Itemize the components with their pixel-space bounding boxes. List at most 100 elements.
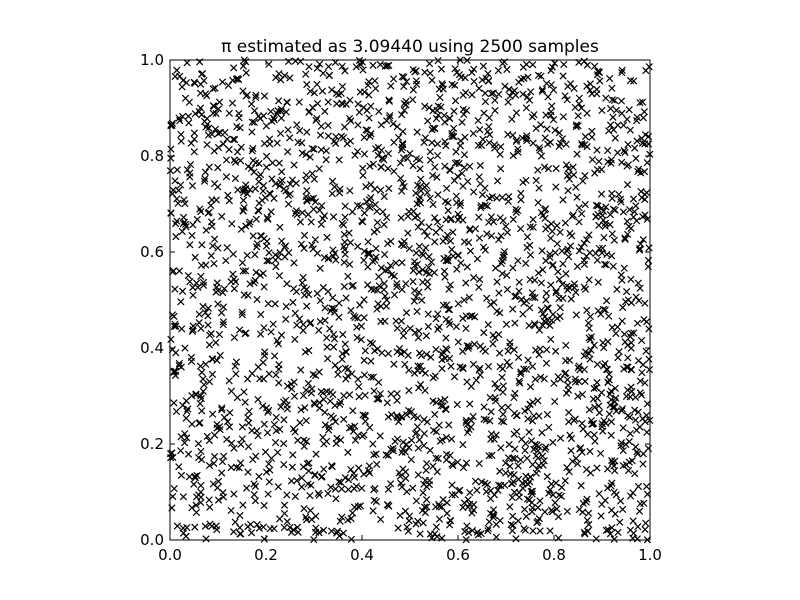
data-point — [439, 496, 447, 504]
data-point — [452, 192, 460, 200]
data-point — [640, 499, 648, 507]
data-point — [422, 496, 431, 504]
data-point — [335, 156, 343, 164]
data-point — [611, 384, 619, 392]
data-point — [201, 522, 209, 530]
data-point — [170, 399, 178, 407]
data-point — [639, 236, 647, 244]
data-point — [324, 121, 332, 130]
data-point — [319, 389, 327, 397]
data-point — [392, 259, 400, 267]
data-point — [329, 213, 338, 221]
data-point — [199, 302, 207, 311]
data-point — [603, 365, 611, 374]
data-point — [542, 289, 551, 297]
data-point — [354, 242, 362, 251]
data-point — [588, 133, 596, 141]
data-point — [435, 323, 443, 331]
data-point — [381, 62, 389, 70]
data-point — [284, 200, 293, 208]
data-point — [438, 364, 446, 373]
data-point — [264, 215, 272, 223]
data-point — [330, 183, 339, 191]
data-point — [251, 251, 259, 259]
data-point — [580, 283, 588, 291]
data-point — [583, 236, 591, 244]
data-point — [441, 162, 449, 170]
data-point — [515, 475, 523, 483]
data-point — [621, 148, 629, 157]
data-point — [205, 461, 214, 470]
data-point — [214, 286, 222, 295]
data-point — [526, 383, 535, 391]
data-point — [553, 240, 561, 248]
data-point — [535, 144, 543, 152]
data-point — [552, 164, 560, 173]
data-point — [444, 206, 452, 215]
data-point — [612, 407, 620, 415]
data-point — [432, 345, 440, 354]
data-point — [508, 493, 516, 502]
data-point — [410, 412, 418, 421]
data-point — [436, 93, 444, 102]
data-point — [323, 233, 331, 241]
data-point — [537, 373, 545, 381]
data-point — [261, 448, 270, 456]
data-point — [497, 444, 505, 452]
data-point — [361, 347, 369, 355]
data-point — [586, 312, 594, 321]
data-point — [381, 292, 389, 300]
data-point — [410, 297, 418, 305]
data-point — [228, 99, 237, 107]
data-point — [454, 252, 462, 260]
data-point — [497, 417, 506, 425]
data-point — [508, 115, 516, 123]
data-point — [459, 464, 468, 472]
data-point — [387, 480, 395, 488]
data-point — [173, 66, 181, 74]
data-point — [500, 251, 508, 259]
data-point — [248, 128, 256, 136]
data-point — [576, 444, 585, 452]
data-point — [619, 505, 627, 514]
data-point — [532, 469, 540, 477]
x-tick-label: 0.0 — [158, 546, 182, 564]
data-point — [614, 121, 622, 129]
data-point — [228, 220, 236, 228]
data-point — [265, 257, 273, 265]
data-point — [499, 388, 507, 396]
data-point — [370, 228, 378, 236]
data-point — [512, 91, 520, 99]
data-point — [291, 335, 299, 343]
data-point — [584, 319, 593, 327]
data-point — [409, 484, 417, 492]
data-point — [298, 483, 306, 491]
data-point — [260, 535, 268, 543]
data-point — [201, 309, 210, 317]
data-point — [231, 174, 240, 183]
data-point — [403, 488, 411, 496]
data-point — [358, 218, 367, 226]
data-point — [208, 196, 216, 204]
data-point — [438, 80, 446, 88]
data-point — [173, 166, 181, 174]
data-point — [305, 290, 313, 299]
data-point — [547, 281, 555, 289]
data-point — [297, 406, 305, 414]
data-point — [515, 78, 523, 86]
data-point — [558, 280, 567, 288]
data-point — [255, 178, 263, 186]
data-point — [617, 442, 625, 450]
data-point — [380, 279, 388, 288]
data-point — [519, 90, 527, 98]
data-point — [401, 468, 410, 476]
data-point — [583, 516, 591, 524]
data-point — [231, 518, 239, 526]
data-point — [191, 474, 199, 482]
data-point — [632, 293, 640, 301]
data-point — [273, 139, 281, 147]
data-point — [595, 157, 603, 166]
data-point — [324, 62, 333, 71]
data-point — [405, 443, 413, 452]
data-point — [288, 463, 297, 471]
